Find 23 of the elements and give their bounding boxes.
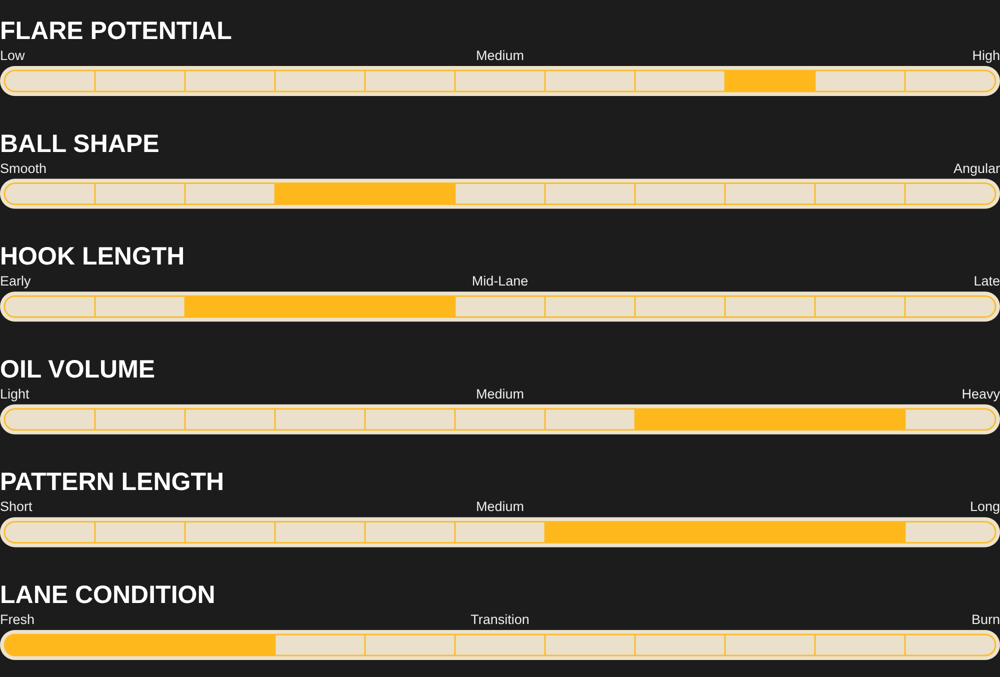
chart-title: FLARE POTENTIAL — [0, 17, 232, 45]
x-tick-label: Late — [974, 274, 1000, 289]
x-tick-label: High — [972, 48, 1000, 63]
x-tick-label: Mid-Lane — [472, 274, 528, 289]
x-tick-label: Burn — [971, 612, 1000, 627]
chart-title: LANE CONDITION — [0, 581, 216, 609]
x-tick-label: Heavy — [962, 386, 1000, 402]
x-tick-label: Low — [0, 48, 26, 63]
x-tick-label: Short — [0, 499, 33, 514]
chart-title: PATTERN LENGTH — [0, 468, 224, 496]
x-tick-label: Angular — [953, 160, 1000, 176]
x-tick-label: Smooth — [0, 160, 47, 176]
chart-title: BALL SHAPE — [0, 130, 160, 158]
x-tick-label: Light — [0, 386, 30, 402]
x-tick-label: Fresh — [0, 612, 35, 627]
chart-title: OIL VOLUME — [0, 355, 156, 384]
chart-title: HOOK LENGTH — [0, 242, 185, 271]
x-tick-label: Transition — [470, 612, 530, 627]
x-tick-label: Medium — [476, 386, 524, 402]
x-tick-label: Early — [0, 274, 32, 289]
x-tick-label: Long — [970, 499, 1000, 514]
x-tick-label: Medium — [476, 499, 524, 514]
x-tick-label: Medium — [476, 48, 524, 63]
